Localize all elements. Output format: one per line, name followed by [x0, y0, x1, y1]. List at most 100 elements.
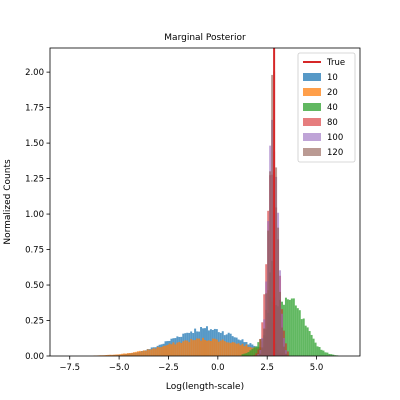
histogram-bar	[237, 343, 240, 356]
histogram-bar	[128, 353, 131, 356]
histogram-bar	[213, 338, 216, 356]
histogram-bar	[109, 354, 112, 356]
histogram-bar	[290, 298, 293, 356]
histogram-bar	[160, 347, 163, 356]
histogram-bar	[233, 342, 236, 356]
histogram-bar	[275, 167, 278, 356]
y-axis-label: Normalized Counts	[3, 159, 13, 245]
histogram-bar	[251, 348, 254, 356]
histogram-bar	[162, 345, 165, 356]
histogram-bar	[257, 349, 260, 356]
histogram-bar	[259, 353, 262, 356]
chart-title: Marginal Posterior	[164, 33, 246, 43]
histogram-bar	[223, 341, 226, 356]
histogram-bar	[127, 353, 129, 356]
histogram-bar	[113, 354, 116, 356]
histogram-bar	[142, 350, 145, 356]
histogram-bar	[261, 338, 264, 356]
y-tick-label: 0.00	[25, 352, 44, 362]
histogram-bar	[267, 230, 270, 356]
histogram-bar	[152, 348, 155, 356]
legend-label: 40	[327, 103, 338, 113]
histogram-bar	[306, 327, 309, 356]
histogram-bar	[284, 343, 287, 356]
histogram-bar	[243, 353, 246, 356]
histogram-bar	[231, 342, 234, 356]
histogram-bar	[286, 299, 289, 356]
histogram-bar	[168, 343, 171, 356]
histogram-bar	[259, 338, 262, 356]
histogram-bar	[261, 347, 264, 356]
histogram-bar	[166, 345, 169, 356]
histogram-bar	[249, 350, 252, 356]
histogram-bar	[281, 327, 283, 356]
histogram-bar	[284, 297, 287, 356]
histogram-bar	[292, 298, 295, 356]
histogram-bar	[121, 353, 124, 356]
histogram-bar	[241, 343, 244, 356]
legend: True 10 20 40 80 100 120	[297, 52, 356, 163]
histogram-bar	[330, 354, 333, 356]
legend-swatch	[303, 118, 321, 126]
histogram-bar	[302, 318, 305, 356]
histogram-bar	[257, 342, 260, 356]
histogram-bar	[253, 347, 256, 356]
y-tick-label: 1.25	[25, 175, 44, 185]
histogram-bar	[235, 343, 238, 356]
plot-area-frame	[49, 47, 361, 357]
histogram-bar	[326, 352, 329, 356]
histogram-bar	[277, 227, 280, 356]
legend-label: 100	[327, 133, 343, 143]
histogram-bar	[194, 340, 197, 356]
histogram-bar	[144, 350, 147, 356]
y-tick-label: 0.75	[25, 246, 44, 256]
histogram-bar	[286, 351, 289, 356]
histogram-bar	[314, 342, 317, 356]
histogram-bar	[107, 354, 110, 356]
histogram-bar	[320, 349, 323, 356]
histogram-bar	[288, 299, 291, 356]
histogram-bar	[207, 340, 210, 356]
y-axis-ticks: 0.00 0.25 0.50 0.75 1.00 1.25 1.50 1.75 2.00	[25, 68, 50, 362]
x-tick-label: 5.0	[310, 363, 324, 373]
legend-true-label: True	[326, 58, 345, 68]
histogram-bar	[140, 351, 143, 356]
histogram-bar	[282, 346, 285, 356]
legend-swatch	[303, 133, 321, 141]
histogram-bar	[245, 353, 248, 356]
histogram-bar	[130, 352, 133, 356]
x-tick-label: 2.5	[260, 363, 274, 373]
y-tick-label: 1.00	[25, 210, 44, 220]
histogram-bar	[158, 347, 161, 356]
x-axis-label: Log(length-scale)	[166, 382, 244, 392]
histogram-bar	[269, 171, 272, 356]
histogram-bar	[180, 343, 183, 356]
histogram-bar	[257, 354, 260, 356]
histogram-bar	[205, 340, 208, 356]
histogram-bar	[188, 342, 191, 356]
histogram-bar	[196, 338, 199, 356]
histogram-bar	[284, 353, 287, 356]
histogram-bar	[172, 342, 175, 356]
histogram-bar	[284, 350, 287, 356]
histogram-bar	[239, 345, 242, 356]
histogram-bar	[125, 353, 127, 356]
histogram-bar	[119, 354, 122, 356]
histogram-bar	[132, 352, 135, 356]
histogram-bar	[176, 342, 179, 356]
histogram-bar	[247, 346, 250, 356]
histogram-bar	[115, 354, 118, 356]
y-tick-label: 0.25	[25, 317, 44, 327]
histogram-bar	[294, 305, 297, 356]
legend-label: 80	[327, 118, 338, 128]
histogram-bar	[204, 339, 206, 356]
histogram-bar	[182, 341, 185, 356]
histogram-bar	[259, 349, 262, 356]
histogram-bar	[221, 339, 224, 356]
histogram-bar	[138, 350, 141, 356]
histogram-bar	[200, 340, 203, 356]
histogram-bar	[279, 291, 282, 356]
histogram-bar	[150, 349, 153, 356]
histogram-bar	[253, 355, 256, 356]
histogram-bar	[136, 351, 139, 356]
